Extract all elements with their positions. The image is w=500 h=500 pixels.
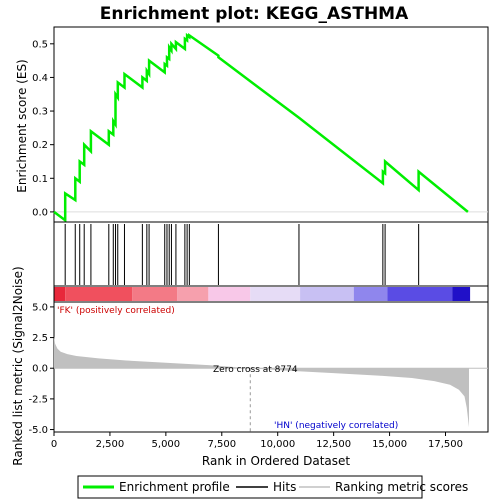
x-tick-label: 17,500 [428,439,463,450]
es-panel: 0.0 0.1 0.2 0.3 0.4 0.5 Enrichment score (ES) [15,26,489,223]
heatmap-segment [65,287,133,301]
es-y-tick-label: 0.1 [32,174,48,185]
x-tick-label: 5,000 [152,439,181,450]
metric-y-axis: -5.0 -2.5 0.0 2.5 5.0 [28,302,54,436]
ranking-heatmap-bar [53,285,489,303]
heatmap-segment [54,287,66,301]
metric-y-tick-label: -5.0 [28,425,48,436]
es-y-tick-label: 0.2 [32,140,48,151]
metric-y-tick-label: 5.0 [32,302,48,313]
es-y-tick-label: 0.3 [32,107,48,118]
legend-label-hits: Hits [273,480,296,494]
metric-panel: -5.0 -2.5 0.0 2.5 5.0 'FK' (positively corre… [11,266,489,466]
enrichment-profile-line [53,32,469,223]
metric-y-tick-label: 2.5 [32,333,48,344]
legend-label-enrichment: Enrichment profile [119,480,230,494]
heatmap-segment [132,287,178,301]
es-y-axis-label: Enrichment score (ES) [15,59,29,192]
x-axis: 0 2,500 5,000 7,500 10,000 12,500 15,000 17,500 [51,432,463,450]
es-y-tick-label: 0.5 [32,39,48,50]
x-tick-label: 15,000 [372,439,407,450]
x-tick-label: 12,500 [316,439,351,450]
legend-label-ranking: Ranking metric scores [335,480,468,494]
heatmap-segment [387,287,453,301]
hits-panel [53,221,489,287]
es-y-tick-label: 0.4 [32,73,48,84]
heatmap-segment [250,287,301,301]
x-tick-label: 0 [51,439,57,450]
chart-title: Enrichment plot: KEGG_ASTHMA [100,4,409,24]
heatmap-segment [353,287,388,301]
hit-marks [64,224,420,285]
legend: Enrichment profile Hits Ranking metric s… [77,475,468,499]
heatmap-segment [300,287,354,301]
es-y-tick-label: 0.0 [32,207,48,218]
zero-cross-label: Zero cross at 8774 [213,365,298,375]
heatmap-segment [452,287,471,301]
positive-correlation-label: 'FK' (positively correlated) [57,306,175,316]
metric-y-tick-label: -2.5 [28,394,48,405]
metric-y-tick-label: 0.0 [32,364,48,375]
x-tick-label: 2,500 [96,439,125,450]
heatmap-segment [208,287,251,301]
es-y-axis: 0.0 0.1 0.2 0.3 0.4 0.5 [32,39,488,218]
hits-panel-frame [53,221,489,287]
heatmap-segment [177,287,209,301]
x-axis-label: Rank in Ordered Dataset [202,454,350,468]
metric-y-axis-label: Ranked list metric (Signal2Noise) [11,266,25,465]
negative-correlation-label: 'HN' (negatively correlated) [274,421,398,431]
es-panel-frame [53,26,489,223]
x-tick-label: 7,500 [207,439,236,450]
x-tick-label: 10,000 [260,439,295,450]
